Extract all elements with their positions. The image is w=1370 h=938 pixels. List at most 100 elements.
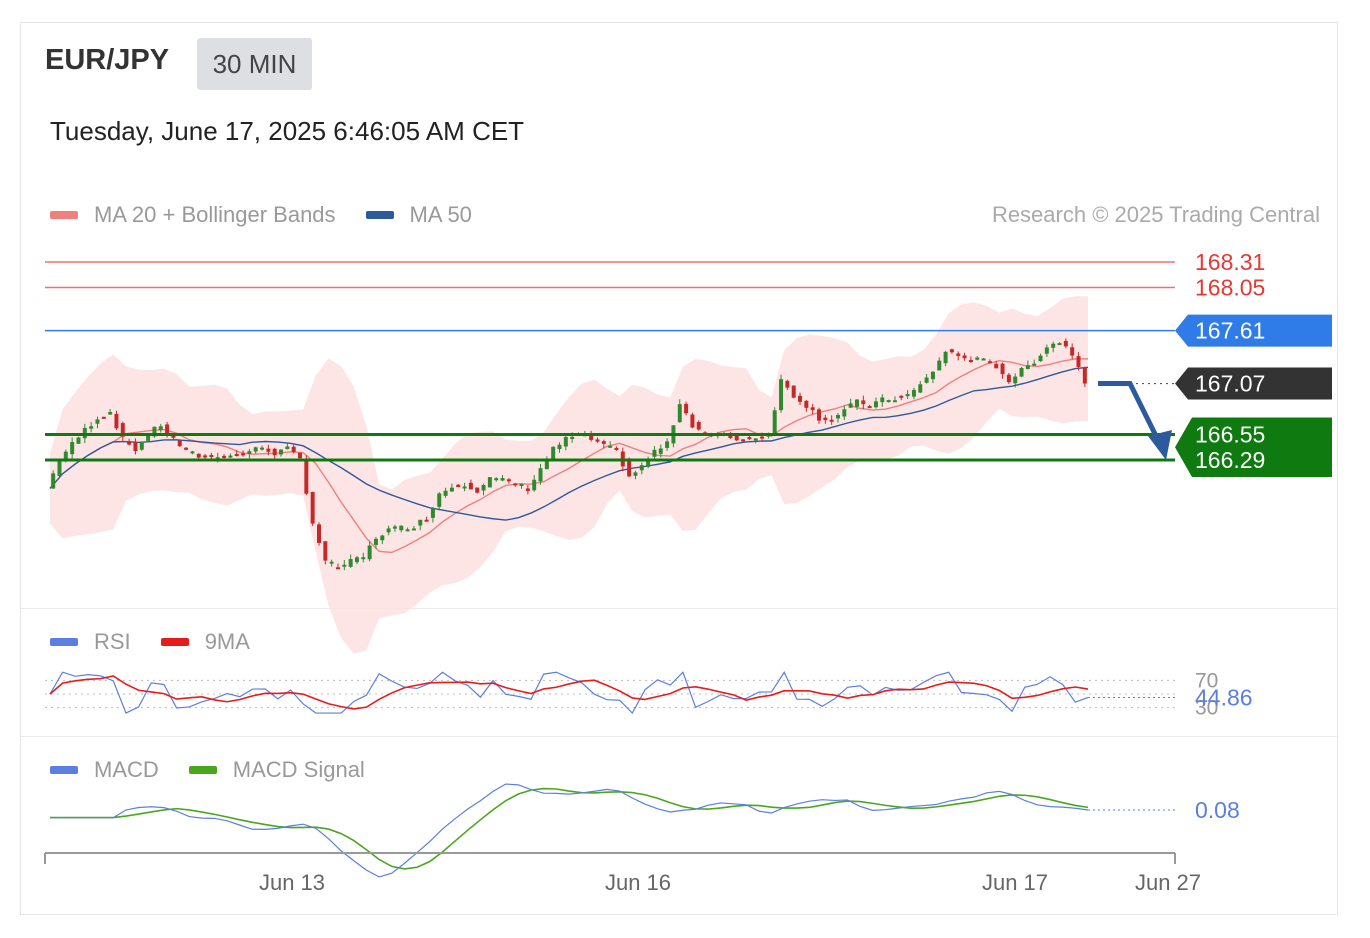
candle-body [475, 487, 480, 493]
candle-body [696, 422, 701, 430]
research-credit: Research © 2025 Trading Central [991, 202, 1320, 227]
candle [817, 407, 822, 424]
candle-body [639, 465, 644, 471]
candle [481, 483, 486, 496]
candle-body [570, 436, 575, 439]
candle [1076, 352, 1081, 371]
candle-body [867, 406, 872, 409]
candle-body [108, 412, 113, 415]
candle [930, 371, 935, 384]
candle [177, 439, 182, 447]
candle-body [532, 479, 537, 491]
candle [158, 423, 163, 433]
candle [1070, 343, 1075, 360]
candle-body [937, 360, 942, 371]
candle-body [424, 519, 429, 522]
candle [1057, 342, 1062, 346]
candle-body [823, 417, 828, 421]
ma20-swatch [50, 211, 78, 219]
candle-body [95, 419, 100, 424]
candle-body [1051, 343, 1056, 348]
candle-body [981, 358, 986, 361]
candle-body [975, 357, 980, 360]
candle [532, 475, 537, 492]
panel-divider [21, 608, 1337, 609]
candle [386, 525, 391, 536]
candle-body [196, 453, 201, 458]
candle-body [456, 484, 461, 488]
candle [924, 373, 929, 384]
candle [905, 390, 910, 400]
candle [633, 470, 638, 480]
candle-body [1032, 363, 1037, 366]
candle [595, 437, 600, 443]
candle-body [918, 384, 923, 393]
candle-body [835, 414, 840, 419]
rsi-legend: RSI 9MA [50, 629, 280, 655]
candle-body [652, 449, 657, 457]
ma20-line [49, 358, 1088, 554]
x-axis-label: Jun 17 [982, 870, 1048, 895]
candle-body [525, 488, 530, 491]
legend-macd-label: MACD [94, 757, 159, 782]
candle-body [101, 416, 106, 419]
candle-body [373, 538, 378, 545]
legend-rsi-label: RSI [94, 629, 131, 654]
rsi-ma-swatch [160, 638, 189, 646]
candle-body [361, 557, 366, 560]
candle-body [633, 472, 638, 476]
candle-body [854, 399, 859, 407]
candle-body [563, 437, 568, 447]
candle-body [209, 455, 214, 458]
candle [392, 524, 397, 532]
candle [791, 385, 796, 399]
candle-body [1076, 356, 1081, 367]
rsi-line [49, 671, 1089, 715]
legend-macd-signal-label: MACD Signal [232, 757, 365, 782]
candle [95, 416, 100, 429]
candle-body [557, 444, 562, 450]
candle [449, 483, 454, 492]
candle-body [728, 435, 733, 439]
candle [690, 412, 695, 429]
candle [544, 456, 549, 470]
x-axis-label: Jun 13 [259, 870, 325, 895]
candle [462, 482, 467, 492]
candle-body [519, 483, 524, 487]
candle-body [772, 410, 777, 436]
candle [272, 447, 277, 459]
candle-body [139, 441, 144, 450]
candle [608, 441, 613, 448]
candle-body [1057, 343, 1062, 346]
candle-body [63, 451, 68, 460]
candle-body [842, 409, 847, 417]
candle [557, 442, 562, 453]
candle-body [589, 434, 594, 440]
candle-body [133, 441, 138, 452]
candle-body [215, 457, 220, 460]
ma50-swatch [365, 211, 394, 219]
macd-swatch [50, 766, 78, 774]
candle [880, 394, 885, 407]
candle [506, 478, 511, 484]
candle [873, 397, 878, 409]
candle-body [51, 473, 56, 489]
forecast-arrow [1098, 381, 1163, 446]
candle [677, 399, 682, 423]
candle [127, 438, 132, 446]
candle [987, 359, 992, 364]
candle [101, 416, 106, 419]
candle [373, 536, 378, 549]
candle [253, 446, 258, 454]
candle [918, 380, 923, 394]
candle [437, 492, 442, 511]
timeframe-button[interactable]: 30 MIN [197, 38, 312, 90]
candle-body [848, 403, 853, 408]
candle-body [1044, 347, 1049, 354]
candle [443, 487, 448, 498]
candle [487, 477, 492, 488]
candle-body [184, 447, 189, 450]
candle-body [234, 454, 239, 457]
forecast-arrowhead [1148, 430, 1172, 460]
